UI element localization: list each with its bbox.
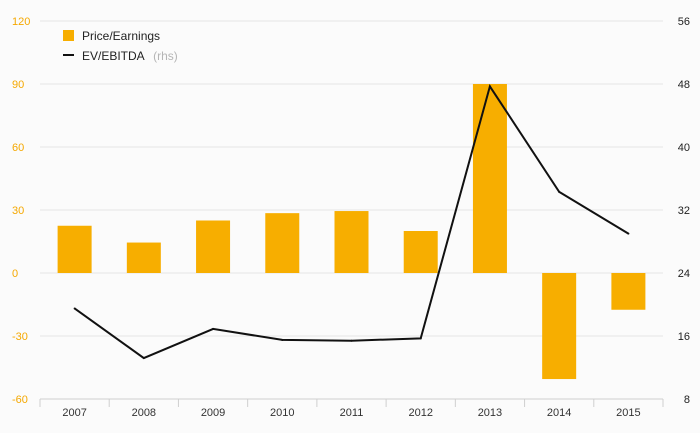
point-ev-ebitda-2013	[488, 85, 491, 88]
x-axis-tick-label: 2008	[132, 407, 156, 419]
x-axis-tick-label: 2015	[616, 407, 640, 419]
right-axis-tick-label: 32	[678, 205, 690, 217]
left-axis-tick-label: 0	[12, 268, 18, 280]
axes: -60 8 -30 16 0 24 30 32 60 40 90 48 120 56 2007 2008 200…	[12, 16, 690, 419]
bar-series	[57, 84, 646, 380]
right-axis-tick-label: 48	[678, 79, 690, 91]
point-ev-ebitda-2008	[142, 357, 145, 360]
legend-label-price-earnings: Price/Earnings	[82, 29, 160, 43]
legend-label-ev-ebitda-text: EV/EBITDA	[82, 49, 145, 63]
x-axis-tick-label: 2013	[478, 407, 502, 419]
bar-price-earnings-2014	[542, 273, 577, 380]
point-ev-ebitda-2011	[350, 339, 353, 342]
point-ev-ebitda-2014	[558, 190, 561, 193]
bar-price-earnings-2015	[611, 273, 646, 310]
point-ev-ebitda-2012	[419, 337, 422, 340]
point-ev-ebitda-2015	[627, 232, 630, 235]
bar-price-earnings-2012	[403, 231, 438, 273]
bar-price-earnings-2007	[57, 225, 92, 273]
x-axis-tick-label: 2014	[547, 407, 571, 419]
left-axis-tick-label: 60	[12, 142, 24, 154]
left-axis-tick-label: 120	[12, 16, 30, 28]
line-series	[73, 84, 630, 360]
x-axis-tick-label: 2011	[340, 407, 364, 419]
legend-label-ev-ebitda: EV/EBITDA (rhs)	[82, 47, 178, 64]
left-axis-tick-label: -30	[12, 331, 28, 343]
bar-price-earnings-2010	[265, 213, 300, 273]
legend: Price/Earnings EV/EBITDA (rhs)	[63, 29, 178, 64]
bar-price-earnings-2013	[472, 84, 507, 273]
legend-swatch-price-earnings	[63, 30, 74, 41]
point-ev-ebitda-2007	[73, 307, 76, 310]
bar-price-earnings-2008	[126, 242, 161, 273]
x-axis-tick-label: 2012	[408, 407, 432, 419]
point-ev-ebitda-2010	[281, 338, 284, 341]
left-axis-tick-label: 30	[12, 205, 24, 217]
x-axis-tick-label: 2010	[270, 407, 294, 419]
legend-label-rhs-suffix: (rhs)	[153, 49, 178, 63]
right-axis-tick-label: 16	[678, 331, 690, 343]
x-axis-tick-label: 2009	[201, 407, 225, 419]
right-axis-tick-label: 40	[678, 142, 690, 154]
x-axis-tick-label: 2007	[62, 407, 86, 419]
right-axis-tick-label: 24	[678, 268, 690, 280]
right-axis-tick-label: 56	[678, 16, 690, 28]
point-ev-ebitda-2009	[212, 327, 215, 330]
left-axis-tick-label: 90	[12, 79, 24, 91]
bar-price-earnings-2009	[196, 220, 231, 273]
left-axis-tick-label: -60	[12, 394, 28, 406]
bar-price-earnings-2011	[334, 211, 369, 273]
right-axis-tick-label: 8	[684, 394, 690, 406]
